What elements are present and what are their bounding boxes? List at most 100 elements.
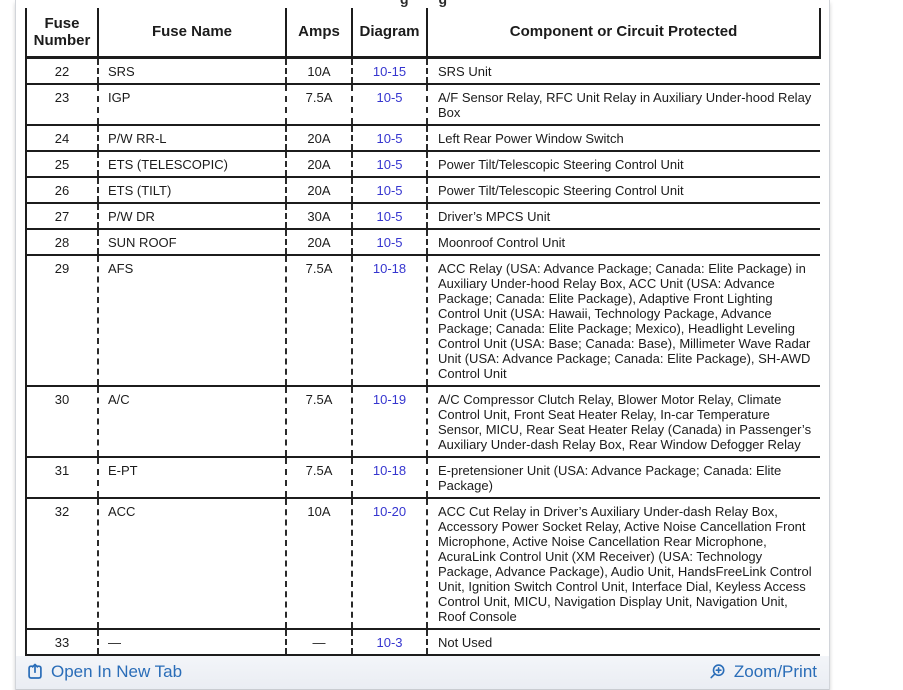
amps-cell: 10A — [286, 57, 353, 85]
table-row: 31 E-PT 7.5A 10-18 E-pretensioner Unit (… — [26, 456, 820, 499]
header-fuse-number: Fuse Number — [26, 8, 99, 59]
component-cell: Power Tilt/Telescopic Steering Control U… — [427, 176, 820, 204]
header-component: Component or Circuit Protected — [427, 8, 821, 59]
fuse-name-cell: IGP — [98, 83, 287, 126]
open-in-new-tab-icon — [26, 663, 44, 681]
diagram-cell: 10-18 — [352, 456, 428, 499]
diagram-cell: 10-5 — [352, 150, 428, 178]
amps-cell: 7.5A — [286, 456, 353, 499]
diagram-cell: 10-15 — [352, 57, 428, 85]
fuse-name-cell: SUN ROOF — [98, 228, 287, 256]
diagram-link[interactable]: 10-18 — [372, 462, 407, 478]
fuse-number-cell: 32 — [26, 497, 99, 630]
fuse-number-cell: 23 — [26, 83, 99, 126]
component-cell: ACC Relay (USA: Advance Package; Canada:… — [427, 254, 820, 387]
diagram-cell: 10-18 — [352, 254, 428, 387]
diagram-cell: 10-3 — [352, 628, 428, 656]
fuse-name-cell: ETS (TILT) — [98, 176, 287, 204]
diagram-cell: 10-5 — [352, 228, 428, 256]
fuse-number-cell: 24 — [26, 124, 99, 152]
fuse-chart-panel: g g Fuse Number Fuse Name Amps Diagram C… — [15, 0, 830, 690]
component-cell: E-pretensioner Unit (USA: Advance Packag… — [427, 456, 820, 499]
fuse-name-cell: SRS — [98, 57, 287, 85]
amps-cell: 20A — [286, 150, 353, 178]
table-row: 28 SUN ROOF 20A 10-5 Moonroof Control Un… — [26, 228, 820, 256]
fuse-name-cell: E-PT — [98, 456, 287, 499]
amps-cell: 20A — [286, 176, 353, 204]
fuse-name-cell: P/W RR-L — [98, 124, 287, 152]
fuse-name-cell: A/C — [98, 385, 287, 458]
component-cell: A/F Sensor Relay, RFC Unit Relay in Auxi… — [427, 83, 820, 126]
diagram-link[interactable]: 10-5 — [376, 89, 403, 105]
component-cell: ACC Cut Relay in Driver’s Auxiliary Unde… — [427, 497, 820, 630]
component-cell: Power Tilt/Telescopic Steering Control U… — [427, 150, 820, 178]
diagram-cell: 10-5 — [352, 202, 428, 230]
fuse-name-cell: — — [98, 628, 287, 656]
fuse-name-cell: P/W DR — [98, 202, 287, 230]
amps-cell: — — [286, 628, 353, 656]
fuse-number-cell: 33 — [26, 628, 99, 656]
fuse-number-cell: 31 — [26, 456, 99, 499]
diagram-cell: 10-5 — [352, 83, 428, 126]
component-cell: Driver’s MPCS Unit — [427, 202, 820, 230]
table-header-row: Fuse Number Fuse Name Amps Diagram Compo… — [26, 8, 821, 59]
table-row: 27 P/W DR 30A 10-5 Driver’s MPCS Unit — [26, 202, 820, 230]
diagram-link[interactable]: 10-20 — [372, 503, 407, 519]
table-row: 25 ETS (TELESCOPIC) 20A 10-5 Power Tilt/… — [26, 150, 820, 178]
table-row: 32 ACC 10A 10-20 ACC Cut Relay in Driver… — [26, 497, 820, 630]
diagram-link[interactable]: 10-15 — [372, 63, 407, 79]
amps-cell: 7.5A — [286, 254, 353, 387]
component-cell: SRS Unit — [427, 57, 820, 85]
viewer-toolbar: Open In New Tab Zoom/Print — [16, 655, 829, 690]
diagram-cell: 10-20 — [352, 497, 428, 630]
header-fuse-name: Fuse Name — [98, 8, 287, 59]
fuse-table-body: 22 SRS 10A 10-15 SRS Unit 23 IGP 7.5A 10… — [26, 57, 820, 656]
fuse-table: Fuse Number Fuse Name Amps Diagram Compo… — [25, 8, 821, 656]
table-row: 30 A/C 7.5A 10-19 A/C Compressor Clutch … — [26, 385, 820, 458]
diagram-link[interactable]: 10-19 — [372, 391, 407, 407]
fuse-number-cell: 22 — [26, 57, 99, 85]
diagram-link[interactable]: 10-5 — [376, 208, 403, 224]
fuse-number-cell: 30 — [26, 385, 99, 458]
table-row: 22 SRS 10A 10-15 SRS Unit — [26, 57, 820, 85]
diagram-link[interactable]: 10-3 — [376, 634, 403, 650]
zoom-print-label: Zoom/Print — [733, 662, 817, 681]
open-in-new-tab-label: Open In New Tab — [51, 662, 183, 681]
component-cell: Left Rear Power Window Switch — [427, 124, 820, 152]
fuse-number-cell: 27 — [26, 202, 99, 230]
fuse-name-cell: ETS (TELESCOPIC) — [98, 150, 287, 178]
table-row: 33 — — 10-3 Not Used — [26, 628, 820, 656]
diagram-cell: 10-5 — [352, 124, 428, 152]
diagram-link[interactable]: 10-5 — [376, 130, 403, 146]
diagram-link[interactable]: 10-18 — [372, 260, 407, 276]
amps-cell: 7.5A — [286, 385, 353, 458]
fuse-number-cell: 28 — [26, 228, 99, 256]
amps-cell: 10A — [286, 497, 353, 630]
header-diagram: Diagram — [352, 8, 428, 59]
table-row: 23 IGP 7.5A 10-5 A/F Sensor Relay, RFC U… — [26, 83, 820, 126]
diagram-link[interactable]: 10-5 — [376, 182, 403, 198]
fuse-number-cell: 26 — [26, 176, 99, 204]
table-row: 29 AFS 7.5A 10-18 ACC Relay (USA: Advanc… — [26, 254, 820, 387]
amps-cell: 20A — [286, 228, 353, 256]
component-cell: Not Used — [427, 628, 820, 656]
diagram-cell: 10-5 — [352, 176, 428, 204]
fuse-name-cell: AFS — [98, 254, 287, 387]
diagram-link[interactable]: 10-5 — [376, 234, 403, 250]
component-cell: Moonroof Control Unit — [427, 228, 820, 256]
fuse-number-cell: 29 — [26, 254, 99, 387]
fuse-number-cell: 25 — [26, 150, 99, 178]
diagram-cell: 10-19 — [352, 385, 428, 458]
amps-cell: 30A — [286, 202, 353, 230]
table-row: 26 ETS (TILT) 20A 10-5 Power Tilt/Telesc… — [26, 176, 820, 204]
header-amps: Amps — [286, 8, 353, 59]
amps-cell: 20A — [286, 124, 353, 152]
diagram-link[interactable]: 10-5 — [376, 156, 403, 172]
amps-cell: 7.5A — [286, 83, 353, 126]
zoom-magnifier-icon — [708, 663, 727, 682]
table-row: 24 P/W RR-L 20A 10-5 Left Rear Power Win… — [26, 124, 820, 152]
fuse-name-cell: ACC — [98, 497, 287, 630]
zoom-print-button[interactable]: Zoom/Print — [708, 662, 817, 682]
component-cell: A/C Compressor Clutch Relay, Blower Moto… — [427, 385, 820, 458]
open-in-new-tab-button[interactable]: Open In New Tab — [26, 662, 182, 682]
